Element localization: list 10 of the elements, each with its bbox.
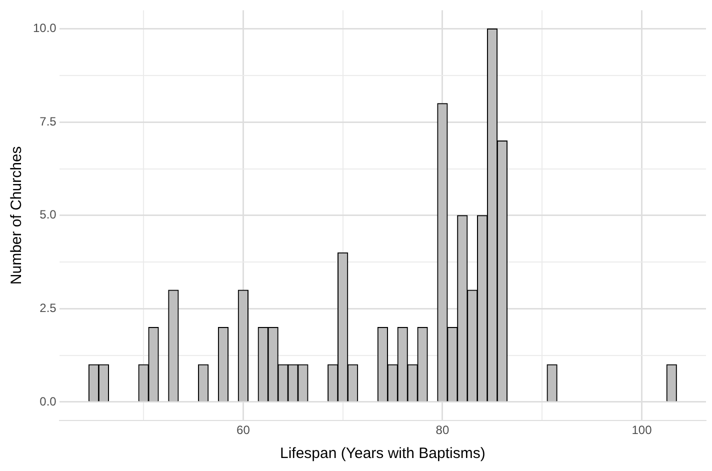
y-tick-label: 0.0: [40, 394, 57, 408]
y-tick-label: 2.5: [40, 300, 57, 315]
y-tick-label: 10.0: [32, 21, 57, 36]
y-axis-title: Number of Churches: [8, 146, 26, 285]
x-tick-label: 100: [632, 423, 652, 438]
x-axis-title: Lifespan (Years with Baptisms): [280, 445, 486, 462]
x-tick-label: 80: [436, 423, 450, 438]
x-tick-label: 60: [236, 423, 250, 438]
y-tick-label: 7.5: [40, 114, 57, 128]
y-tick-label: 5.0: [40, 208, 57, 222]
